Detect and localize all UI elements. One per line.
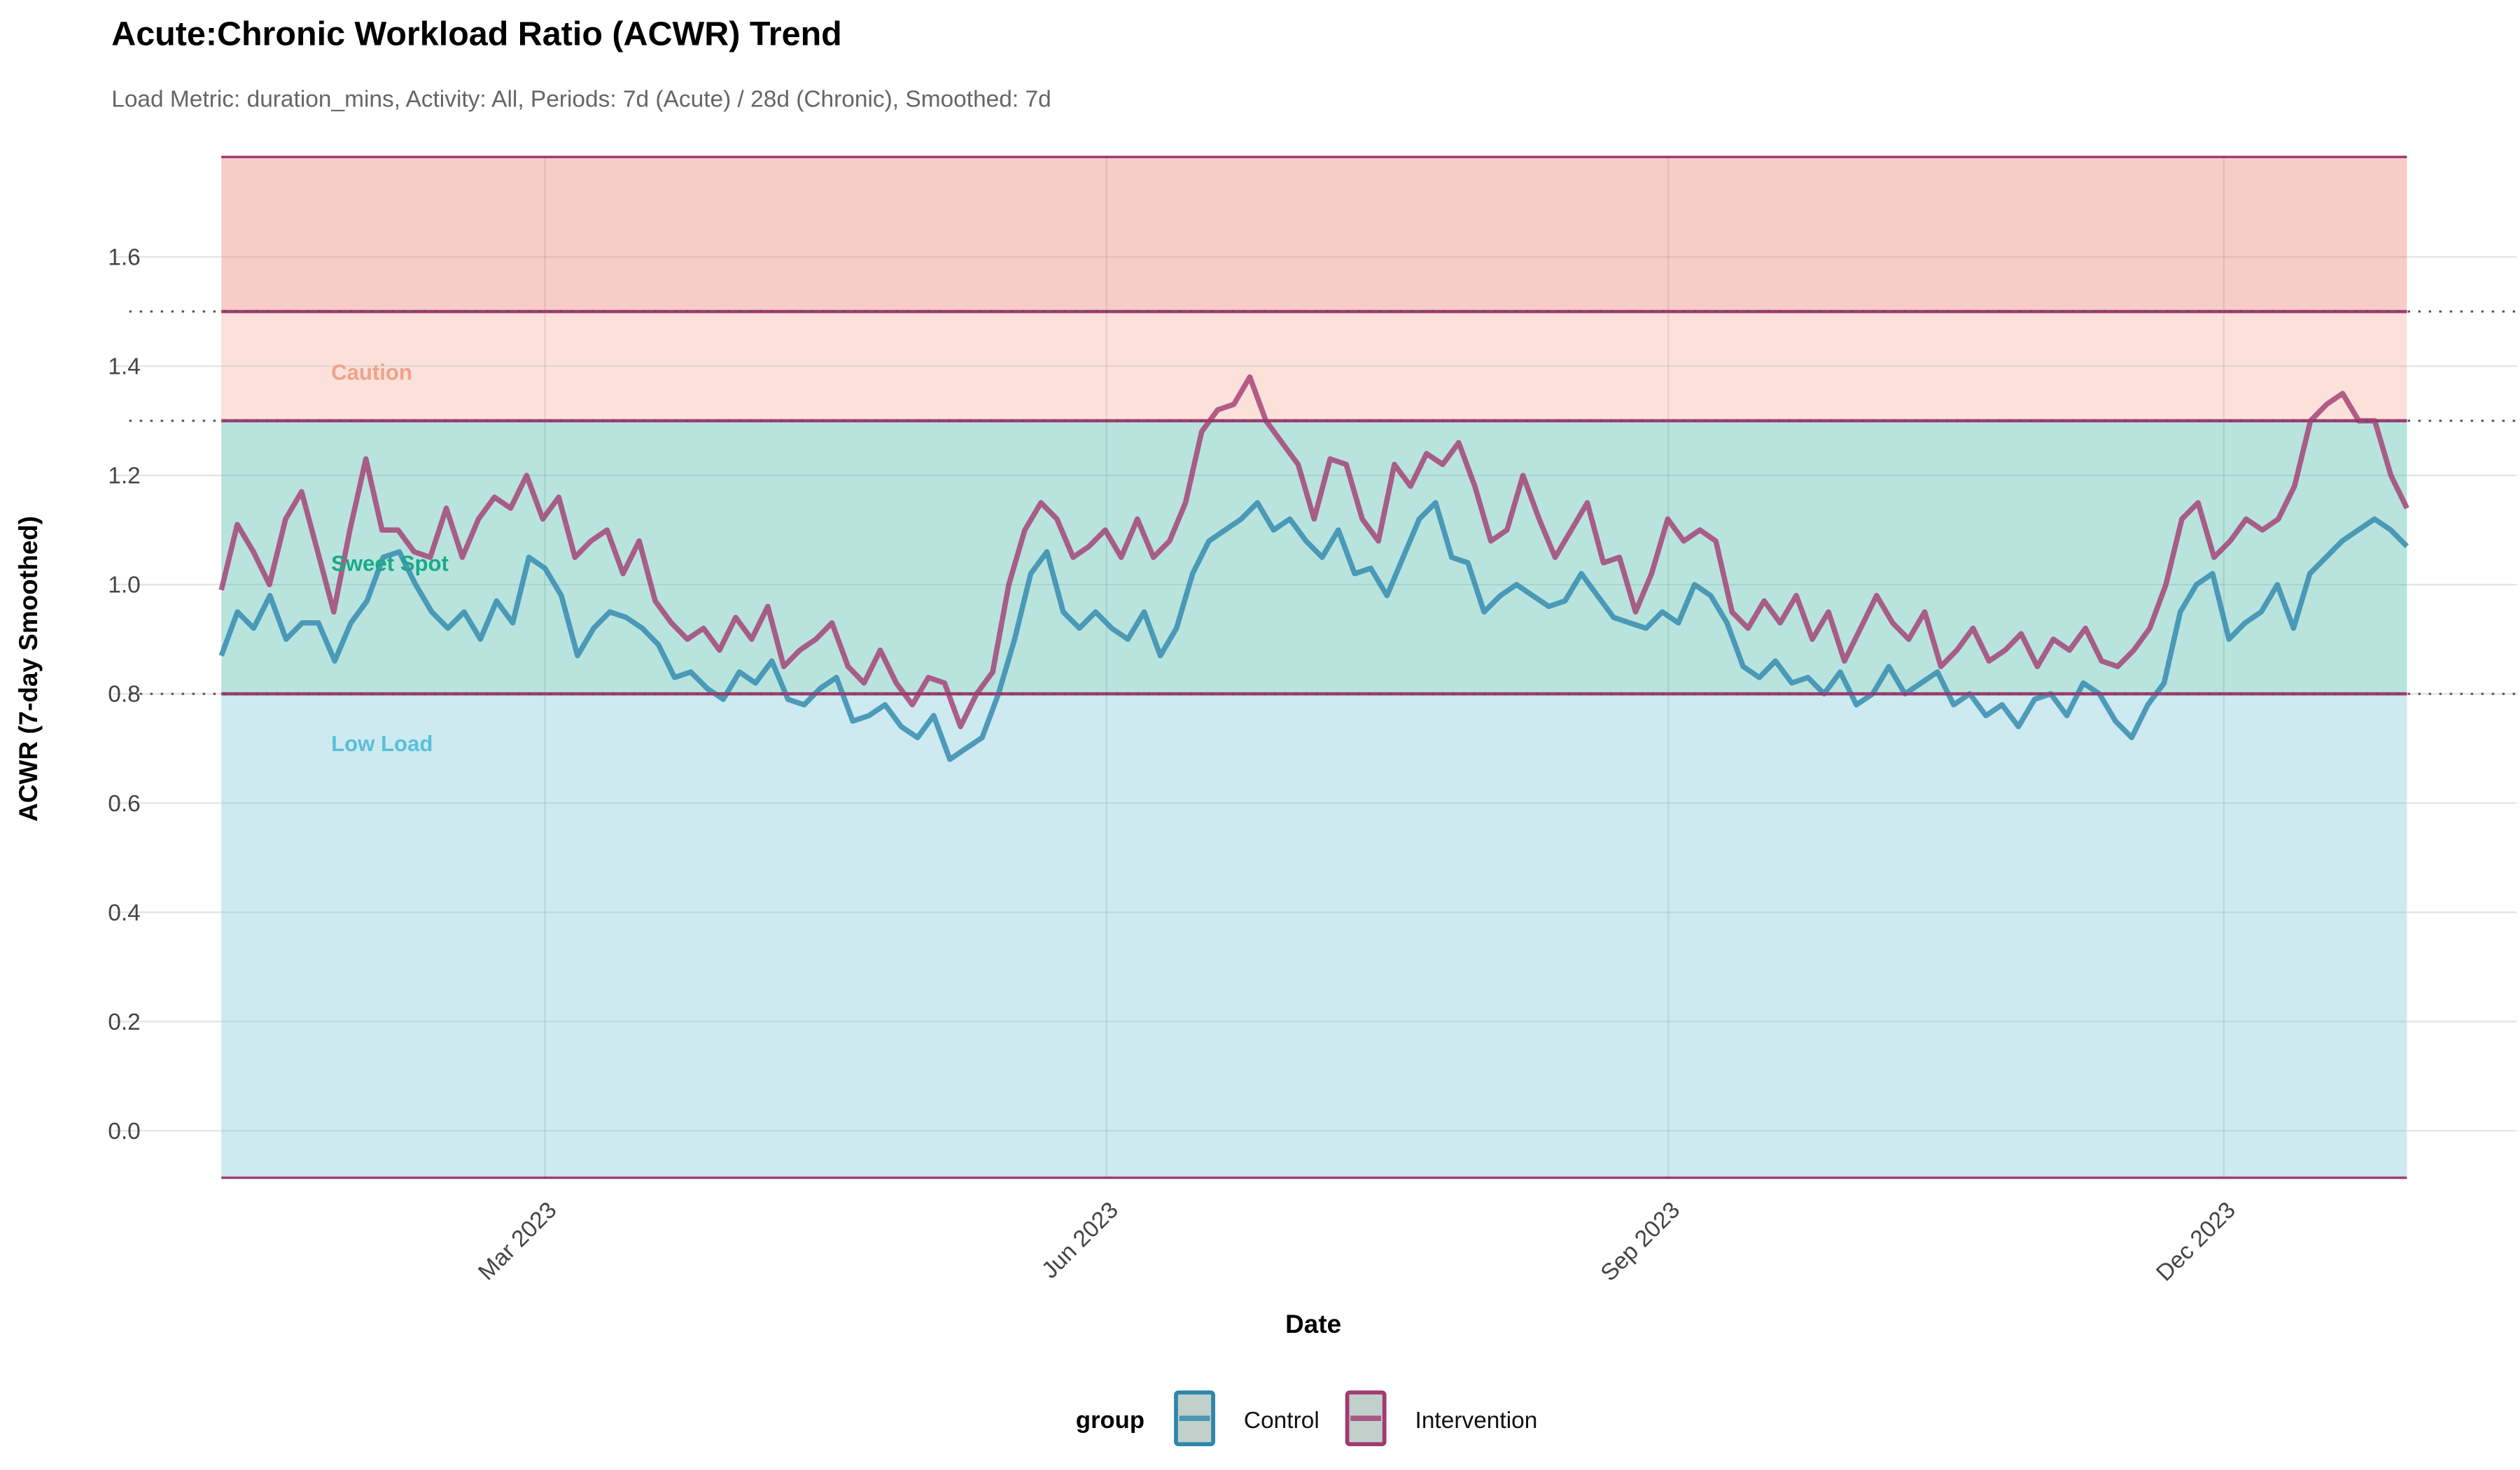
y-tick-label: 0.0	[108, 1119, 141, 1144]
x-tick-label: Sep 2023	[1596, 1197, 1685, 1286]
series-lines	[218, 374, 2409, 762]
series-line-intervention	[218, 374, 2409, 729]
y-axis-label: ACWR (7-day Smoothed)	[14, 516, 43, 822]
chart-subtitle: Load Metric: duration_mins, Activity: Al…	[111, 86, 1051, 112]
y-tick-label: 0.4	[108, 900, 141, 926]
zones	[221, 155, 2407, 1180]
y-tick-label: 0.8	[108, 682, 141, 708]
zone-label: Low Load	[331, 732, 433, 756]
y-tick-label: 0.2	[108, 1009, 141, 1035]
zone-band	[221, 312, 2407, 421]
x-axis-label: Date	[1285, 1310, 1341, 1338]
y-tick-label: 1.4	[108, 354, 141, 380]
zone-labels: Low Load Sweet Spot Caution	[331, 360, 449, 756]
threshold-lines	[129, 309, 2517, 696]
series-line-control	[218, 500, 2409, 762]
y-axis-ticks: 0.0 0.2 0.4 0.6 0.8 1.0 1.2 1.4 1.6	[108, 245, 141, 1144]
chart-title: Acute:Chronic Workload Ratio (ACWR) Tren…	[111, 15, 842, 53]
legend-title: group	[1076, 1407, 1144, 1434]
zone-label: Caution	[331, 360, 412, 384]
zone-band	[221, 421, 2407, 694]
zone-gridlines	[221, 157, 2407, 1178]
x-tick-label: Jun 2023	[1037, 1197, 1124, 1284]
x-axis-ticks: Mar 2023 Jun 2023 Sep 2023 Dec 2023	[473, 1197, 2241, 1286]
y-tick-label: 1.0	[108, 573, 141, 598]
x-tick-label: Dec 2023	[2152, 1197, 2241, 1286]
y-tick-label: 1.2	[108, 463, 141, 489]
y-tick-label: 0.6	[108, 791, 141, 817]
x-tick-label: Mar 2023	[473, 1197, 561, 1285]
legend-label: Intervention	[1415, 1408, 1538, 1434]
legend: group Control Intervention	[1076, 1390, 1538, 1446]
y-tick-label: 1.6	[108, 245, 141, 271]
zone-band	[221, 157, 2407, 312]
legend-label: Control	[1244, 1408, 1320, 1434]
zone-band	[221, 694, 2407, 1178]
zone-label: Sweet Spot	[331, 551, 449, 575]
